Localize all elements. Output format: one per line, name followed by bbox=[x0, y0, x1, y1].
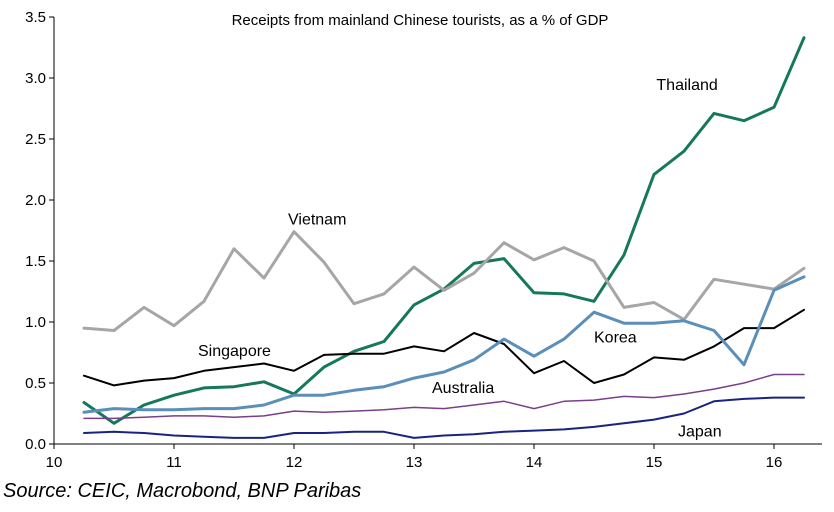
series-layer bbox=[82, 36, 806, 439]
series-label-korea: Korea bbox=[594, 330, 637, 347]
source-note: Source: CEIC, Macrobond, BNP Paribas bbox=[3, 480, 362, 502]
series-line-australia bbox=[83, 373, 805, 420]
series-label-thailand: Thailand bbox=[656, 77, 717, 94]
series-label-australia: Australia bbox=[432, 380, 494, 397]
y-tick-label: 0.5 bbox=[25, 375, 46, 392]
x-tick-label: 11 bbox=[166, 454, 182, 471]
x-tick-label: 14 bbox=[526, 454, 543, 471]
axes-layer: 0.0 0.5 1.0 1.5 2.0 2.5 3.0 3.5 10 11 12 13 14 15 16 bbox=[25, 9, 822, 471]
x-tick-label: 13 bbox=[406, 454, 423, 471]
series-line-vietnam bbox=[82, 230, 806, 332]
series-labels: Thailand Vietnam Singapore Korea Australia Ja… bbox=[198, 77, 722, 440]
x-tick-label: 15 bbox=[646, 454, 663, 471]
y-tick-label: 3.5 bbox=[25, 9, 46, 26]
x-tick-label: 10 bbox=[46, 454, 63, 471]
y-tick-label: 0.0 bbox=[25, 436, 46, 453]
y-tick-label: 2.0 bbox=[25, 192, 46, 209]
series-line-thailand bbox=[82, 36, 806, 425]
series-label-japan: Japan bbox=[678, 424, 722, 441]
chart-title: Receipts from mainland Chinese tourists,… bbox=[232, 12, 609, 29]
x-tick-label: 12 bbox=[286, 454, 303, 471]
y-tick-label: 1.0 bbox=[25, 314, 46, 331]
series-label-singapore: Singapore bbox=[198, 343, 271, 360]
y-tick-label: 1.5 bbox=[25, 253, 46, 270]
x-tick-label: 16 bbox=[766, 454, 783, 471]
y-tick-label: 3.0 bbox=[25, 70, 46, 87]
series-line-korea bbox=[82, 275, 806, 414]
y-tick-label: 2.5 bbox=[25, 131, 46, 148]
series-label-vietnam: Vietnam bbox=[288, 211, 346, 228]
series-line-singapore bbox=[83, 308, 805, 387]
series-line-japan bbox=[83, 396, 805, 439]
